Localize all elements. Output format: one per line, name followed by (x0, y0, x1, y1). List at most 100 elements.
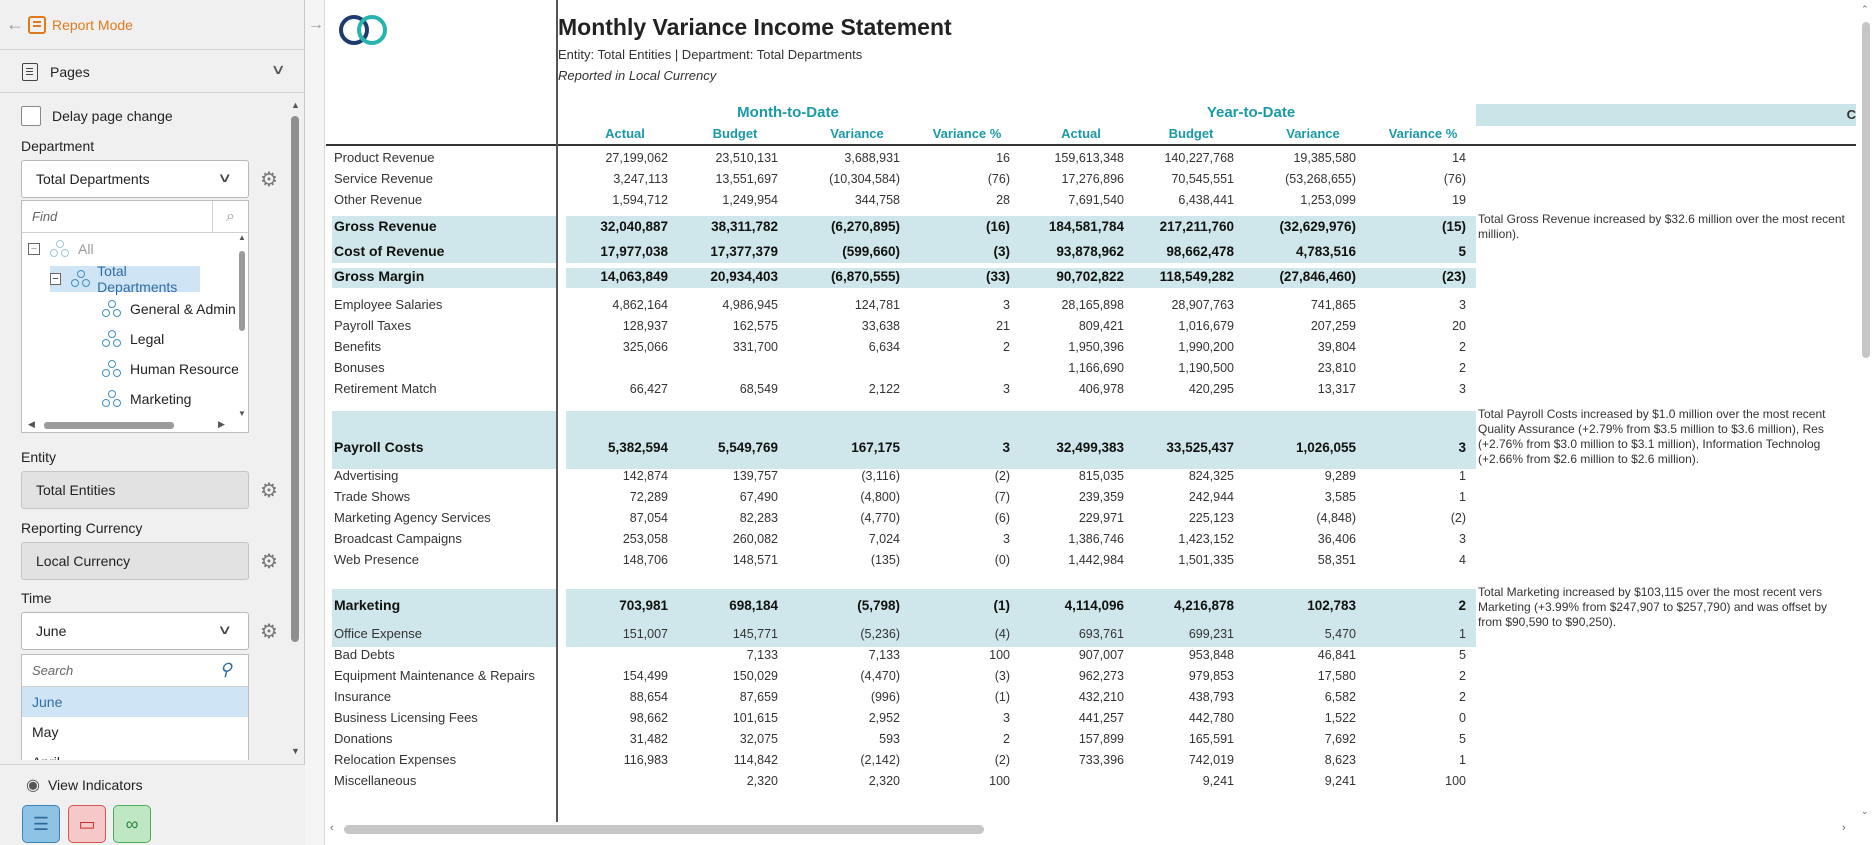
table-cell[interactable]: 3,688,931 (844, 151, 900, 165)
table-cell[interactable]: 4,783,516 (1295, 244, 1356, 259)
table-cell[interactable]: 5 (1458, 244, 1466, 259)
table-cell[interactable]: 13,317 (1317, 382, 1356, 396)
table-cell[interactable]: 19,385,580 (1293, 151, 1356, 165)
table-cell[interactable]: 157,899 (1078, 732, 1124, 746)
table-cell[interactable]: 28 (996, 193, 1010, 207)
table-cell[interactable]: 6,582 (1324, 690, 1356, 704)
table-cell[interactable]: 32,075 (739, 732, 778, 746)
table-cell[interactable]: 151,007 (622, 627, 668, 641)
tree-node-general-admin[interactable]: General & Admin (102, 296, 236, 322)
time-option[interactable]: June (22, 687, 248, 717)
scroll-down-icon[interactable]: ⌄ (1861, 806, 1869, 816)
table-cell[interactable]: (2) (1450, 511, 1466, 525)
table-cell[interactable]: (4,470) (860, 669, 900, 683)
table-cell[interactable]: 32,499,383 (1056, 440, 1124, 455)
table-cell[interactable]: 1,594,712 (612, 193, 668, 207)
table-cell[interactable]: 907,007 (1078, 648, 1124, 662)
table-cell[interactable]: 2 (1459, 340, 1466, 354)
table-cell[interactable]: (32,629,976) (1279, 219, 1356, 234)
table-cell[interactable]: (5,798) (857, 598, 900, 613)
table-cell[interactable]: 17,276,896 (1061, 172, 1124, 186)
table-cell[interactable]: 93,878,962 (1056, 244, 1124, 259)
table-cell[interactable]: (6,270,895) (830, 219, 900, 234)
table-cell[interactable]: 3 (1003, 711, 1010, 725)
table-cell[interactable]: 1,386,746 (1068, 532, 1124, 546)
table-cell[interactable]: 3 (1003, 382, 1010, 396)
table-cell[interactable]: 742,019 (1188, 753, 1234, 767)
scrollbar-thumb[interactable] (44, 422, 174, 429)
table-cell[interactable]: 159,613,348 (1054, 151, 1124, 165)
table-cell[interactable]: 325,066 (622, 340, 668, 354)
links-button[interactable]: ∞ (113, 805, 151, 843)
table-cell[interactable]: (996) (870, 690, 900, 704)
table-cell[interactable]: 5,382,594 (607, 440, 668, 455)
search-icon[interactable]: ⚲ (219, 660, 232, 679)
table-cell[interactable]: 207,259 (1310, 319, 1356, 333)
table-cell[interactable]: 3 (1459, 298, 1466, 312)
table-cell[interactable]: 14 (1452, 151, 1466, 165)
chevron-down-icon[interactable]: ∨ (270, 61, 286, 77)
scroll-up-icon[interactable]: ▲ (291, 100, 300, 110)
table-cell[interactable]: (4) (994, 627, 1010, 641)
table-cell[interactable]: 2,320 (746, 774, 778, 788)
table-cell[interactable]: 118,549,282 (1159, 269, 1234, 284)
table-cell[interactable]: 39,804 (1317, 340, 1356, 354)
table-cell[interactable]: 139,757 (732, 469, 778, 483)
table-cell[interactable]: 5,549,769 (717, 440, 778, 455)
scrollbar-thumb[interactable] (291, 116, 299, 642)
table-cell[interactable]: 5,470 (1324, 627, 1356, 641)
time-option[interactable]: May (32, 724, 59, 740)
comments-button[interactable]: ▭ (68, 805, 106, 843)
table-cell[interactable]: 101,615 (732, 711, 778, 725)
back-arrow-icon[interactable]: ← (6, 14, 24, 34)
table-cell[interactable]: 148,571 (732, 553, 778, 567)
tree-node-marketing[interactable]: Marketing (102, 386, 191, 412)
table-cell[interactable]: (6) (994, 511, 1010, 525)
table-cell[interactable]: 167,175 (851, 440, 900, 455)
table-cell[interactable]: 962,273 (1078, 669, 1124, 683)
table-cell[interactable]: 17,580 (1317, 669, 1356, 683)
scrollbar-thumb[interactable] (344, 825, 984, 834)
collapse-toggle-icon[interactable]: − (50, 273, 62, 285)
table-cell[interactable]: 3,247,113 (613, 172, 668, 186)
table-cell[interactable]: 87,054 (629, 511, 668, 525)
table-cell[interactable]: (33) (985, 269, 1010, 284)
table-cell[interactable]: 100 (989, 774, 1010, 788)
table-cell[interactable]: 28,165,898 (1061, 298, 1124, 312)
table-cell[interactable]: (1) (993, 598, 1011, 613)
table-cell[interactable]: (3,116) (861, 469, 900, 483)
table-cell[interactable]: 6,438,441 (1178, 193, 1234, 207)
table-cell[interactable]: 225,123 (1188, 511, 1234, 525)
scroll-up-icon[interactable]: ▲ (238, 233, 246, 242)
table-cell[interactable]: 1,501,335 (1178, 553, 1234, 567)
table-cell[interactable]: 2 (1458, 598, 1466, 613)
table-cell[interactable]: 124,781 (854, 298, 900, 312)
department-dropdown[interactable]: Total Departments ∨ (21, 160, 249, 198)
table-cell[interactable]: 9,241 (1324, 774, 1356, 788)
table-cell[interactable]: (135) (870, 553, 900, 567)
table-cell[interactable]: 3 (1002, 440, 1010, 455)
table-cell[interactable]: 3 (1458, 440, 1466, 455)
table-cell[interactable]: (3) (993, 244, 1011, 259)
table-cell[interactable]: 20 (1452, 319, 1466, 333)
table-cell[interactable]: 1,990,200 (1178, 340, 1234, 354)
table-cell[interactable]: (23) (1441, 269, 1466, 284)
time-search-input[interactable]: Search ⚲ (22, 655, 248, 687)
table-cell[interactable]: 733,396 (1078, 753, 1124, 767)
table-cell[interactable]: 148,706 (622, 553, 668, 567)
table-cell[interactable]: 2,122 (868, 382, 900, 396)
table-cell[interactable]: 2 (1459, 361, 1466, 375)
table-cell[interactable]: 128,937 (622, 319, 668, 333)
table-cell[interactable]: 145,771 (732, 627, 778, 641)
scroll-right-icon[interactable]: › (1842, 822, 1846, 834)
table-cell[interactable]: 9,241 (1202, 774, 1234, 788)
table-cell[interactable]: 82,283 (739, 511, 778, 525)
table-cell[interactable]: 114,842 (733, 753, 778, 767)
table-cell[interactable]: 7,691,540 (1068, 193, 1124, 207)
table-cell[interactable]: 8,623 (1324, 753, 1356, 767)
table-cell[interactable]: 3,585 (1324, 490, 1356, 504)
table-cell[interactable]: 46,841 (1317, 648, 1356, 662)
table-cell[interactable]: 16 (996, 151, 1010, 165)
table-cell[interactable]: (53,268,655) (1285, 172, 1356, 186)
table-cell[interactable]: (5,236) (860, 627, 900, 641)
